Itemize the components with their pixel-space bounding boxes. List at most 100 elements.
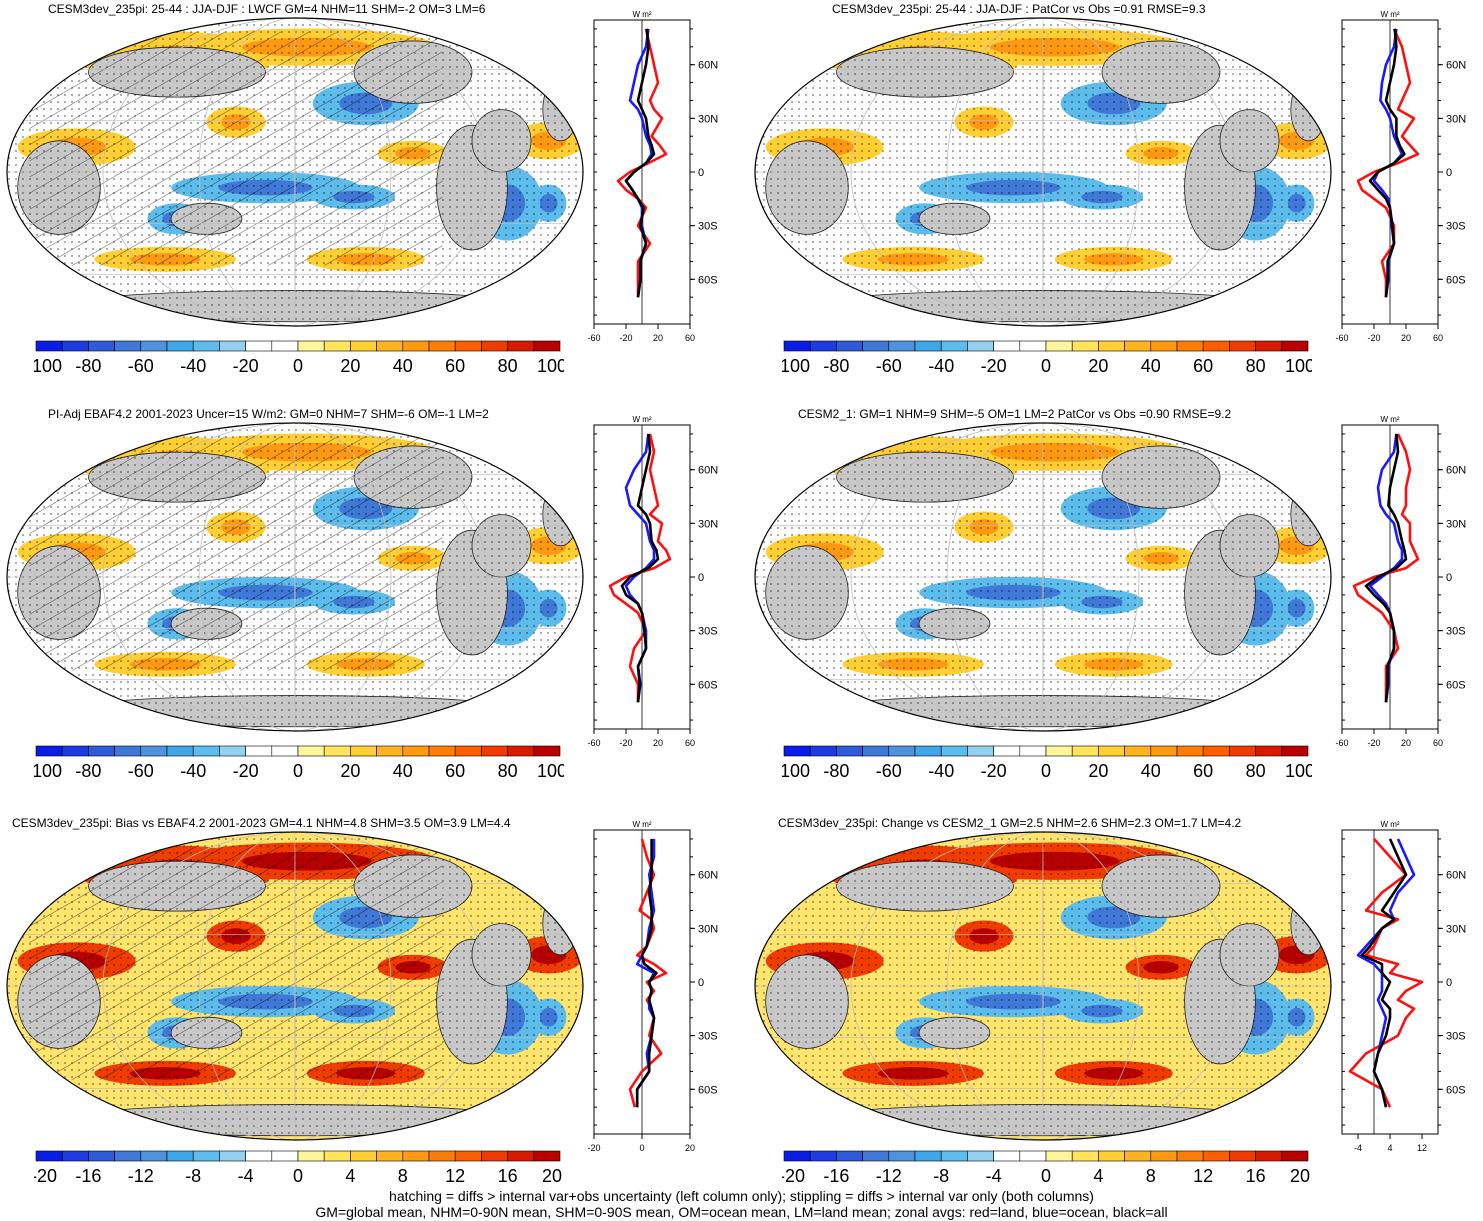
colorbar-label: 12: [1193, 1166, 1213, 1186]
footer-line-2: GM=global mean, NHM=0-90N mean, SHM=0-90…: [315, 1204, 1168, 1220]
lat-tick-label: 60S: [1446, 679, 1466, 691]
colorbar-cell: [35, 745, 63, 757]
lat-tick-label: 60S: [1446, 1084, 1466, 1096]
value-tick-label: -20: [619, 738, 632, 748]
colorbar-cell: [481, 745, 508, 757]
panel-title: CESM3dev_235pi: Bias vs EBAF4.2 2001-202…: [12, 816, 511, 830]
colorbar-cell: [1229, 1150, 1256, 1162]
colorbar-cell: [1255, 745, 1283, 757]
value-tick-label: 20: [685, 1143, 695, 1153]
map-plot: [6, 422, 584, 732]
colorbar-cell: [376, 340, 404, 352]
colorbar-label: -100: [34, 761, 62, 781]
colorbar-label: -40: [928, 356, 954, 376]
colorbar-cell: [323, 745, 351, 757]
value-tick-label: -60: [1335, 738, 1348, 748]
colorbar-cell: [1045, 745, 1073, 757]
colorbar-label: -20: [981, 356, 1007, 376]
colorbar-label: -100: [34, 356, 62, 376]
graticule-lon: [1042, 423, 1044, 731]
colorbar-label: 80: [498, 356, 518, 376]
colorbar-cell: [888, 1150, 916, 1162]
colorbar-cell: [297, 1150, 325, 1162]
colorbar-label: 20: [1088, 761, 1108, 781]
lat-tick-label: 60S: [1446, 274, 1466, 286]
colorbar-cell: [323, 1150, 351, 1162]
panel-1: CESM3dev_235pi: 25-44 : JJA-DJF : LWCF G…: [0, 0, 740, 395]
colorbar-cell: [967, 340, 994, 352]
colorbar-label: 16: [1246, 1166, 1266, 1186]
colorbar-cell: [61, 745, 89, 757]
colorbar-label: 40: [1141, 356, 1161, 376]
map-plot: [754, 831, 1332, 1141]
graticule-lon: [946, 18, 1140, 326]
colorbar-cell: [993, 340, 1021, 352]
colorbar-label: -80: [75, 356, 101, 376]
zonal-mean-plot: W m² 60N 30N 0 30S 60S -60 -20 20 60: [1335, 10, 1466, 343]
colorbar-cell: [1071, 1150, 1099, 1162]
map-field: [755, 423, 1331, 731]
colorbar-cell: [428, 340, 456, 352]
colorbar-cell: [88, 745, 115, 757]
colorbar-cell: [219, 1150, 246, 1162]
lat-tick-label: 30S: [1446, 626, 1466, 638]
graticule-lon: [946, 423, 1140, 731]
colorbar-cell: [1045, 340, 1073, 352]
graticule-lon: [102, 832, 488, 1140]
zonal-line-ocean: [635, 838, 656, 1108]
colorbar-label: -80: [75, 761, 101, 781]
lat-tick-label: 30S: [1446, 1031, 1466, 1043]
colorbar-cell: [914, 1150, 942, 1162]
units-label: W m²: [632, 10, 651, 19]
colorbar-cell: [350, 745, 377, 757]
lat-tick-label: 30N: [1446, 518, 1466, 530]
panel-title: CESM3dev_235pi: Change vs CESM2_1 GM=2.5…: [778, 816, 1242, 830]
colorbar-cell: [1150, 745, 1178, 757]
colorbar-cell: [1202, 745, 1230, 757]
colorbar-cell: [1255, 340, 1283, 352]
colorbar-label: -80: [823, 356, 849, 376]
panel-title: CESM3dev_235pi: 25-44 : JJA-DJF : LWCF G…: [48, 2, 486, 16]
colorbar: -100 -80 -60 -40 -20 0 20 40 60 80 100: [34, 340, 564, 376]
lat-tick-label: 0: [698, 977, 704, 989]
colorbar-label: 100: [1285, 356, 1312, 376]
colorbar-cell: [809, 1150, 837, 1162]
colorbar-cell: [888, 745, 916, 757]
colorbar-cell: [836, 745, 863, 757]
colorbar-label: -20: [233, 356, 259, 376]
colorbar-label: 40: [393, 761, 413, 781]
colorbar-cell: [940, 745, 968, 757]
hatching: [29, 31, 443, 266]
colorbar-label: 16: [498, 1166, 518, 1186]
colorbar-label: 4: [1093, 1166, 1103, 1186]
lat-tick-label: 30S: [1446, 221, 1466, 233]
zonal-mean-plot: W m² 60N 30N 0 30S 60S -20 0 20: [587, 820, 718, 1153]
lat-tick-label: 60S: [698, 274, 718, 286]
zonal-line-all: [1364, 433, 1408, 703]
colorbar-cell: [323, 340, 351, 352]
colorbar-label: -20: [981, 761, 1007, 781]
colorbar: -20 -16 -12 -8 -4 0 4 8 12 16 20: [782, 1150, 1310, 1186]
colorbar-label: 4: [345, 1166, 355, 1186]
colorbar-label: 0: [1041, 761, 1051, 781]
lat-tick-label: 0: [1446, 572, 1452, 584]
colorbar: -20 -16 -12 -8 -4 0 4 8 12 16 20: [34, 1150, 562, 1186]
zonal-line-land: [608, 433, 672, 703]
graticule-lon: [294, 18, 296, 326]
colorbar-cell: [245, 745, 273, 757]
colorbar-label: 20: [1290, 1166, 1310, 1186]
colorbar-cell: [1281, 340, 1309, 352]
colorbar-label: -60: [876, 356, 902, 376]
colorbar-cell: [1281, 745, 1309, 757]
panel-5: CESM3dev_235pi: Bias vs EBAF4.2 2001-202…: [0, 810, 740, 1186]
colorbar-cell: [376, 745, 404, 757]
colorbar-label: 20: [340, 356, 360, 376]
lat-tick-label: 60N: [1446, 60, 1466, 72]
colorbar-label: -60: [128, 761, 154, 781]
colorbar-cell: [1176, 745, 1204, 757]
value-tick-label: -20: [587, 1143, 600, 1153]
zonal-line-all: [624, 28, 656, 298]
colorbar-cell: [481, 1150, 508, 1162]
colorbar-label: -40: [180, 356, 206, 376]
colorbar-cell: [783, 745, 811, 757]
